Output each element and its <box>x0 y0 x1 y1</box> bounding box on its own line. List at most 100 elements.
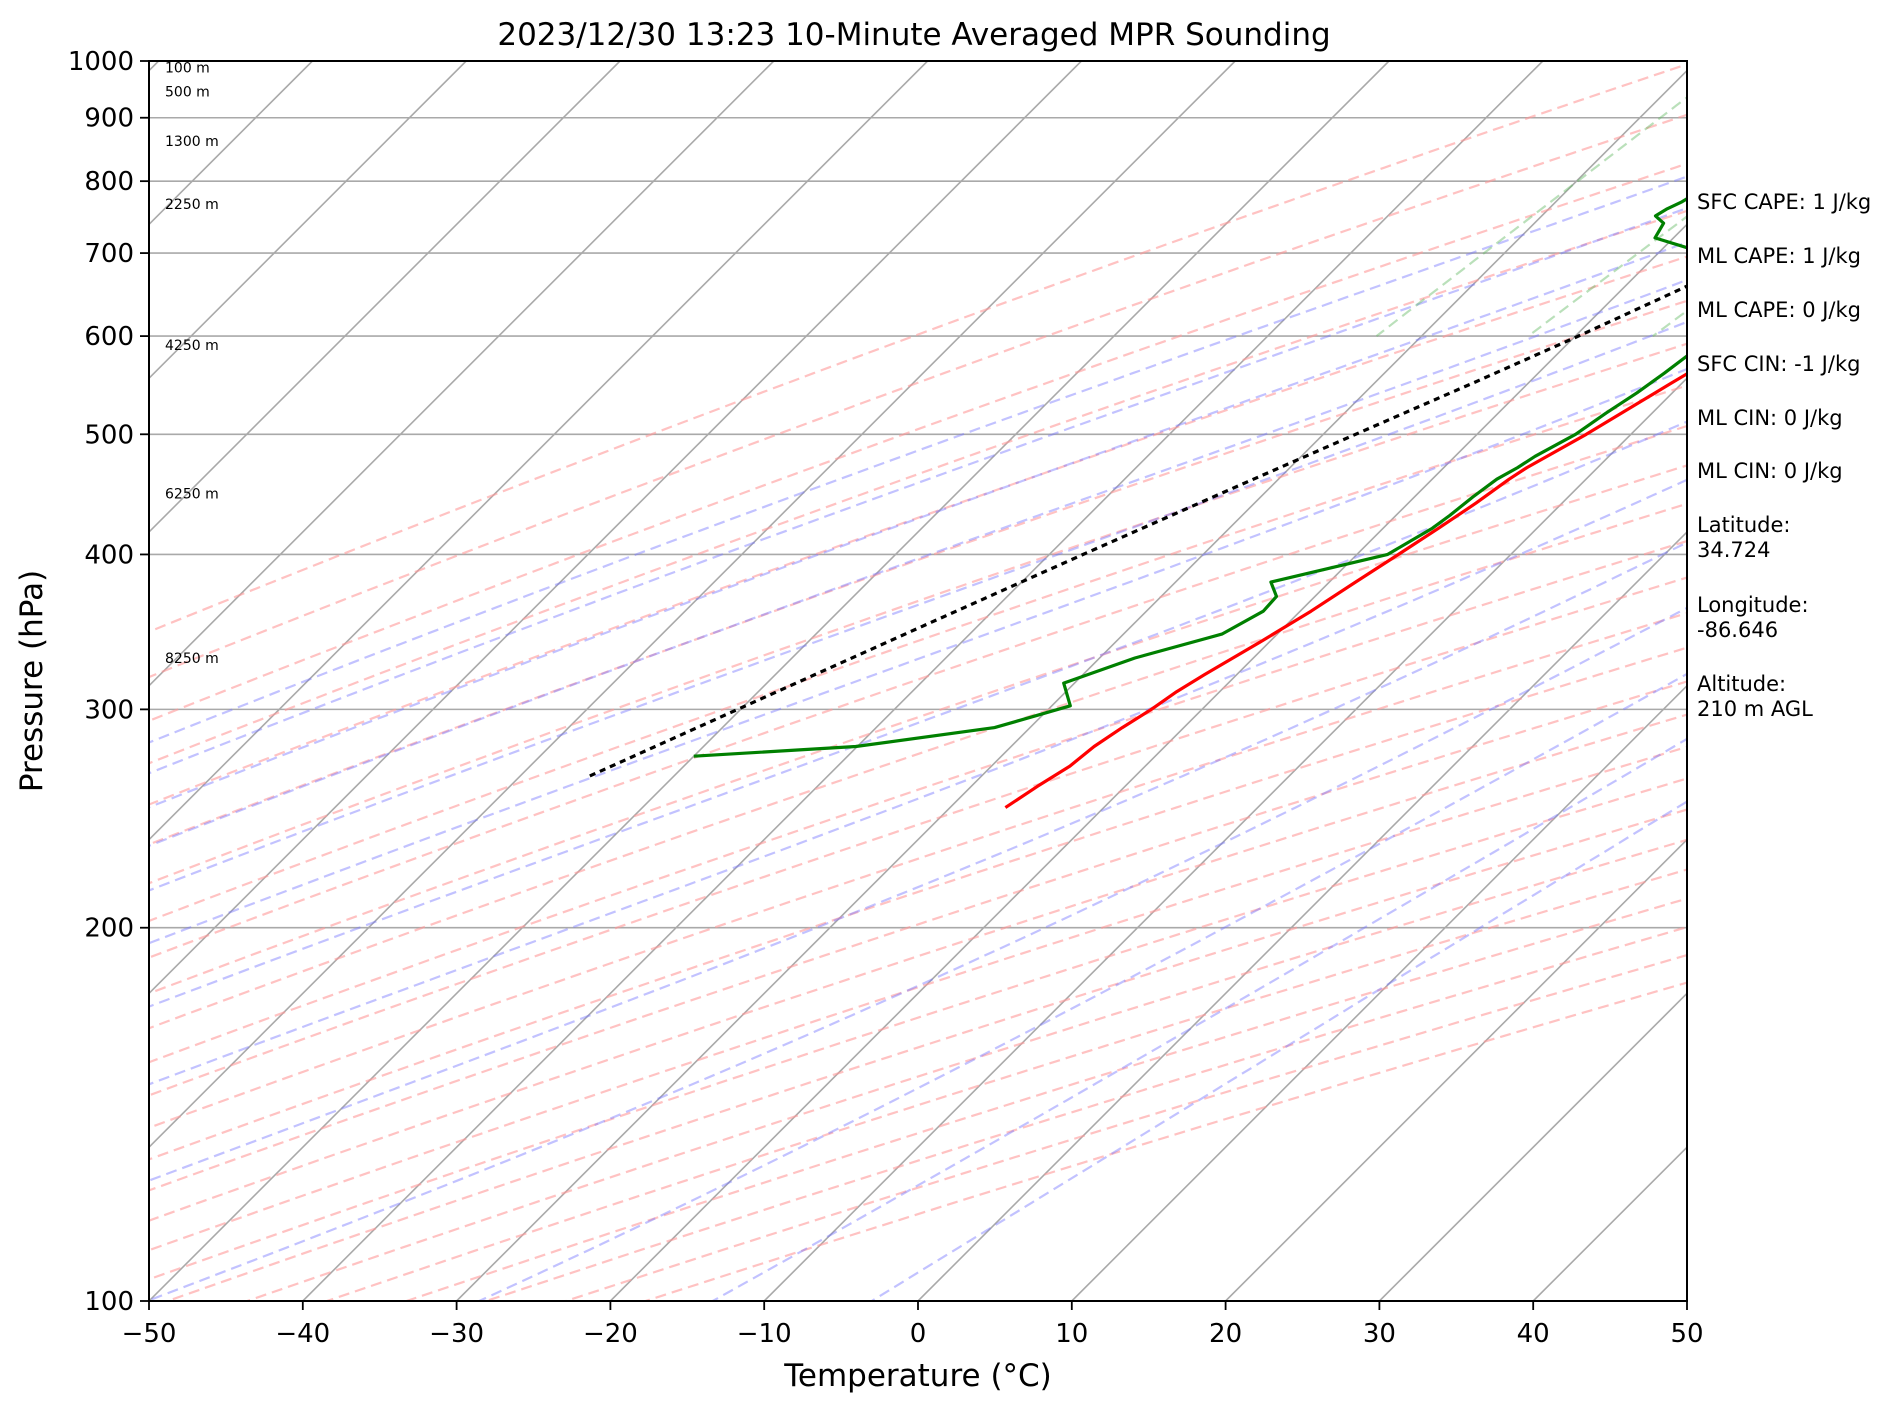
y-tick-label: 800 <box>84 167 134 197</box>
moist-adiabat <box>149 541 1687 1182</box>
isotherm-gridline <box>149 61 467 380</box>
isotherm-gridline <box>149 61 1236 1149</box>
y-axis-ticks: 1000 900 800 700 600 500 400 300 200 100 <box>68 47 149 1317</box>
dry-adiabat <box>149 680 1687 1192</box>
info-item: Latitude: 34.724 <box>1697 513 1791 562</box>
moist-adiabat <box>149 175 1687 744</box>
x-tick-label: −50 <box>122 1319 177 1349</box>
isotherm-gridline <box>149 61 1390 1301</box>
chart-title: 2023/12/30 13:23 10-Minute Averaged MPR … <box>497 17 1330 53</box>
dry-adiabat <box>149 63 1687 633</box>
info-item: ML CAPE: 1 J/kg <box>1697 244 1862 268</box>
info-item: ML CIN: 0 J/kg <box>1697 406 1843 430</box>
height-label: 500 m <box>165 84 210 100</box>
dry-adiabat <box>406 897 1687 1301</box>
dry-adiabat <box>149 502 1687 1030</box>
height-labels: 100 m 500 m 1300 m 2250 m 4250 m 6250 m 8250 m <box>165 61 219 668</box>
dry-adiabat <box>149 113 1687 679</box>
y-tick-label: 700 <box>84 239 134 269</box>
height-label: 100 m <box>165 61 210 77</box>
dry-adiabat <box>149 424 1687 959</box>
isotherm-gridline <box>1378 992 1687 1301</box>
moist-adiabat <box>149 241 1687 809</box>
moist-adiabat <box>149 420 1687 1008</box>
dry-adiabat <box>149 162 1687 723</box>
x-tick-label: 40 <box>1517 1319 1550 1349</box>
y-tick-label: 100 <box>84 1287 134 1317</box>
moist-adiabat <box>149 478 1687 1086</box>
x-tick-label: 10 <box>1055 1319 1088 1349</box>
mixing-ratio-line <box>1375 96 1687 337</box>
x-tick-label: 20 <box>1209 1319 1242 1349</box>
dry-adiabat <box>149 299 1687 846</box>
x-tick-label: 50 <box>1670 1319 1703 1349</box>
moist-adiabat <box>149 320 1687 892</box>
isotherm-gridline <box>149 61 1082 995</box>
isotherm-gridline <box>149 61 621 534</box>
dry-adiabat <box>149 611 1687 1129</box>
moist-adiabat <box>871 800 1687 1301</box>
moist-adiabat <box>149 206 1687 775</box>
info-item: Altitude: 210 m AGL <box>1697 672 1813 721</box>
moist-adiabat <box>149 278 1687 848</box>
dry-adiabat <box>149 342 1687 885</box>
height-label: 6250 m <box>165 486 219 502</box>
y-tick-label: 300 <box>84 695 134 725</box>
mixing-ratio-line <box>1527 215 1687 337</box>
dry-adiabat <box>149 576 1687 1097</box>
dry-adiabat <box>149 713 1687 1222</box>
info-item: ML CAPE: 0 J/kg <box>1697 298 1862 322</box>
data-lines <box>588 196 1687 809</box>
info-item: Longitude: -86.646 <box>1697 593 1809 642</box>
height-label: 2250 m <box>165 197 219 213</box>
dry-adiabat <box>149 539 1687 1064</box>
y-tick-label: 400 <box>84 540 134 570</box>
moist-adiabat <box>149 367 1687 945</box>
isotherm-gridline <box>917 530 1687 1301</box>
moist-adiabat <box>478 672 1687 1301</box>
x-axis-label: Temperature (°C) <box>783 1358 1052 1394</box>
dry-adiabat <box>149 384 1687 923</box>
x-tick-label: 0 <box>910 1319 927 1349</box>
y-tick-label: 900 <box>84 104 134 134</box>
x-tick-label: 30 <box>1363 1319 1396 1349</box>
y-axis-label: Pressure (hPa) <box>14 570 50 792</box>
dry-adiabat <box>149 209 1687 765</box>
isotherm-gridline <box>302 61 1544 1301</box>
isotherm-gridline <box>149 61 929 841</box>
x-tick-label: −30 <box>429 1319 484 1349</box>
isotherm-gridline <box>1071 684 1687 1301</box>
x-tick-label: −40 <box>275 1319 330 1349</box>
isotherm-gridline <box>456 69 1687 1301</box>
y-tick-label: 600 <box>84 322 134 352</box>
isotherm-gridline <box>0 61 5 1301</box>
height-label: 8250 m <box>165 651 219 667</box>
dry-adiabat <box>149 255 1687 806</box>
info-item: SFC CIN: -1 J/kg <box>1697 352 1861 376</box>
isotherm-gridline <box>763 377 1687 1301</box>
isotherm-gridline <box>1225 838 1687 1301</box>
plot-frame <box>148 60 1688 1302</box>
info-item: SFC CAPE: 1 J/kg <box>1697 190 1872 214</box>
moist-adiabat <box>149 606 1687 1301</box>
y-tick-label: 1000 <box>68 47 134 77</box>
x-tick-label: −10 <box>737 1319 792 1349</box>
moist-adiabat <box>712 737 1687 1301</box>
y-tick-label: 200 <box>84 914 134 944</box>
background-lines <box>0 61 1687 1301</box>
info-item: ML CIN: 0 J/kg <box>1697 459 1843 483</box>
isotherm-gridline <box>149 61 775 687</box>
parcel-path-line <box>588 284 1687 778</box>
x-axis-ticks: −50 −40 −30 −20 −10 0 10 20 30 40 50 <box>122 1301 1704 1349</box>
dewpoint-profile-line <box>693 196 1687 758</box>
dry-adiabat <box>149 464 1687 995</box>
dry-adiabat <box>326 868 1687 1301</box>
temperature-profile-line <box>1004 371 1687 809</box>
y-tick-label: 500 <box>84 420 134 450</box>
height-label: 1300 m <box>165 134 219 150</box>
isotherm-gridline <box>609 223 1687 1301</box>
x-tick-label: −20 <box>583 1319 638 1349</box>
dry-adiabat <box>149 646 1687 1161</box>
height-label: 4250 m <box>165 338 219 354</box>
